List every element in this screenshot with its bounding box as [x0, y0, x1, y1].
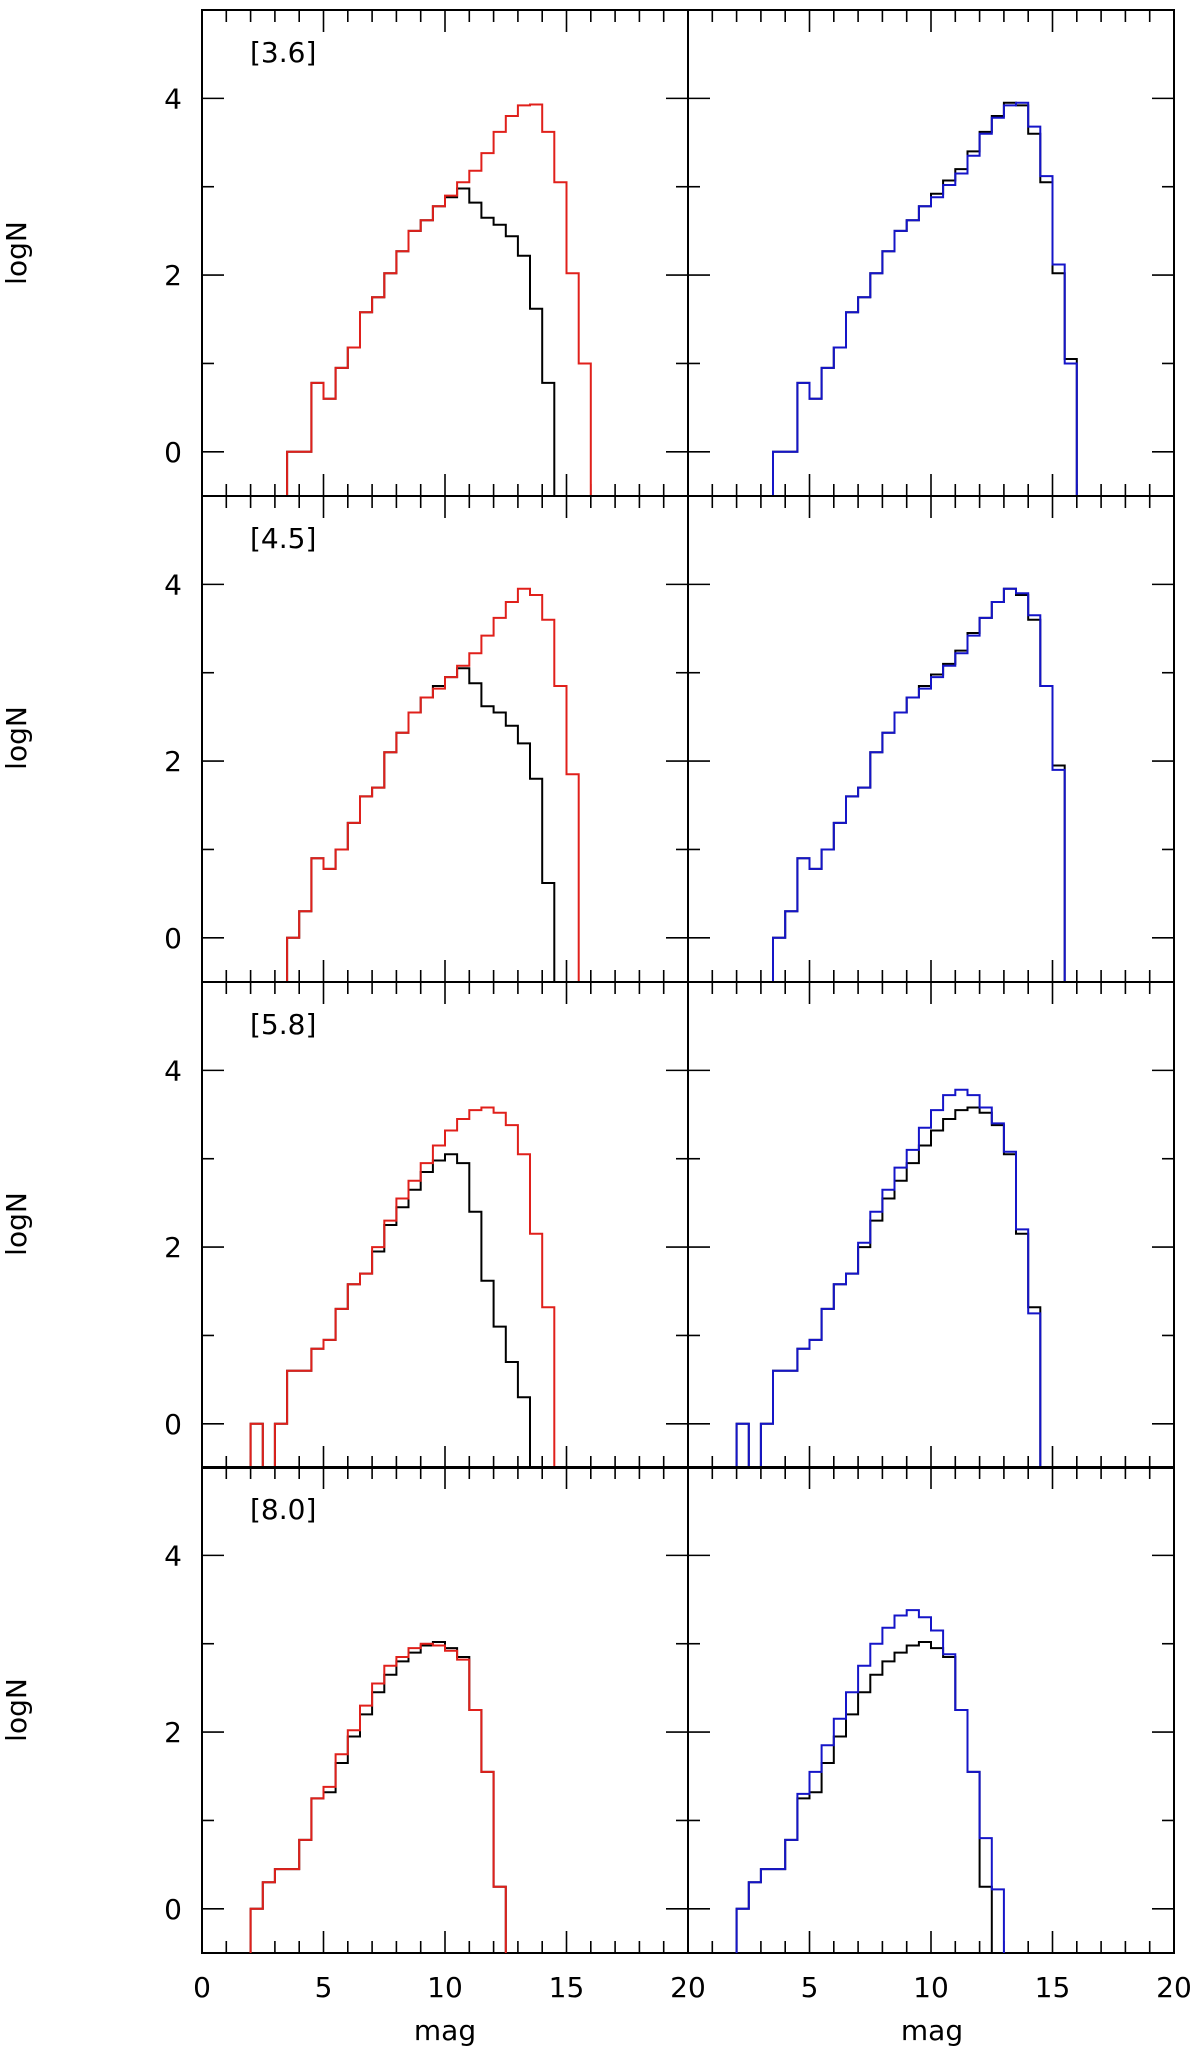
histogram-series-group	[286, 103, 592, 496]
y-tick-label: 2	[164, 259, 182, 292]
histogram-step-red	[249, 1106, 556, 1468]
x-axis-label: mag	[901, 2014, 963, 2047]
histogram-step-red	[286, 103, 592, 496]
y-tick-label: 0	[164, 922, 182, 955]
histogram-step-black	[249, 1641, 507, 1953]
histogram-step-black	[735, 1641, 993, 1953]
histogram-series-group	[249, 1106, 556, 1468]
histogram-step-blue	[735, 1088, 1042, 1468]
y-tick-label: 4	[164, 568, 182, 601]
histogram-step-black	[735, 1106, 1042, 1468]
histogram-panel	[687, 495, 1175, 983]
histogram-panel: 0 2 4 [5.8]	[164, 981, 689, 1469]
panel-frame	[687, 495, 1175, 983]
y-tick-label: 2	[164, 1716, 182, 1749]
band-label: [3.6]	[250, 36, 316, 69]
panel-frame	[687, 981, 1175, 1469]
histogram-step-blue	[772, 587, 1066, 982]
x-axis-labels: mag mag	[414, 2014, 963, 2047]
x-tick-label: 20	[1156, 1971, 1192, 2004]
band-label: [4.5]	[250, 522, 316, 555]
y-axis-label: logN	[0, 1678, 33, 1742]
histogram-step-black	[772, 587, 1066, 982]
panel-frame	[687, 9, 1175, 497]
histogram-panel: 0 2 4 [4.5]	[164, 495, 689, 983]
histogram-step-blue	[735, 1609, 1005, 1953]
histogram-panel: 0 2 4 [3.6]	[164, 9, 689, 497]
y-axis-label: logN	[0, 1192, 33, 1256]
y-tick-label: 0	[164, 1408, 182, 1441]
y-tick-label: 0	[164, 1893, 182, 1926]
histogram-step-red	[286, 587, 580, 982]
histogram-step-black	[286, 187, 556, 496]
panel-grid: 0 2 4 [3.6] 0 2 4 [4.5] 0 2 4 [5.8] 0 2 4 [8.0] 0 5 10 15 20…	[164, 9, 1192, 2004]
x-tick-label: 5	[801, 1971, 819, 2004]
x-axis-label: mag	[414, 2014, 476, 2047]
histogram-series-group	[772, 587, 1066, 982]
y-axis-label: logN	[0, 221, 33, 285]
y-tick-label: 2	[164, 1231, 182, 1264]
histogram-step-blue	[772, 101, 1078, 496]
y-axis-labels: logN logN logN logN	[0, 221, 33, 1742]
x-tick-label: 5	[315, 1971, 333, 2004]
histogram-step-black	[772, 101, 1078, 496]
y-tick-label: 4	[164, 1054, 182, 1087]
histogram-step-black	[286, 667, 556, 982]
histogram-panel: 0 2 4 [8.0] 0 5 10 15 20	[164, 1466, 706, 2004]
histogram-panel	[687, 981, 1175, 1469]
panel-frame	[201, 981, 689, 1469]
histogram-series-group	[735, 1088, 1042, 1468]
histogram-series-group	[735, 1609, 1005, 1953]
y-axis-label: logN	[0, 706, 33, 770]
y-tick-label: 4	[164, 82, 182, 115]
band-label: [8.0]	[250, 1493, 316, 1526]
y-tick-label: 0	[164, 436, 182, 469]
histogram-panel: 5 10 15 20	[687, 1466, 1192, 2004]
x-tick-label: 10	[913, 1971, 949, 2004]
histogram-series-group	[249, 1641, 507, 1953]
histogram-panel	[687, 9, 1175, 497]
histogram-step-black	[249, 1153, 531, 1468]
y-tick-label: 4	[164, 1539, 182, 1572]
x-tick-label: 10	[427, 1971, 463, 2004]
panel-frame	[201, 495, 689, 983]
histogram-series-group	[286, 587, 580, 982]
x-tick-label: 15	[549, 1971, 585, 2004]
y-tick-label: 2	[164, 745, 182, 778]
histogram-step-red	[249, 1642, 507, 1953]
histogram-series-group	[772, 101, 1078, 496]
panel-frame	[201, 9, 689, 497]
x-tick-label: 15	[1035, 1971, 1071, 2004]
band-label: [5.8]	[250, 1008, 316, 1041]
x-tick-label: 0	[193, 1971, 211, 2004]
x-tick-label: 20	[670, 1971, 706, 2004]
